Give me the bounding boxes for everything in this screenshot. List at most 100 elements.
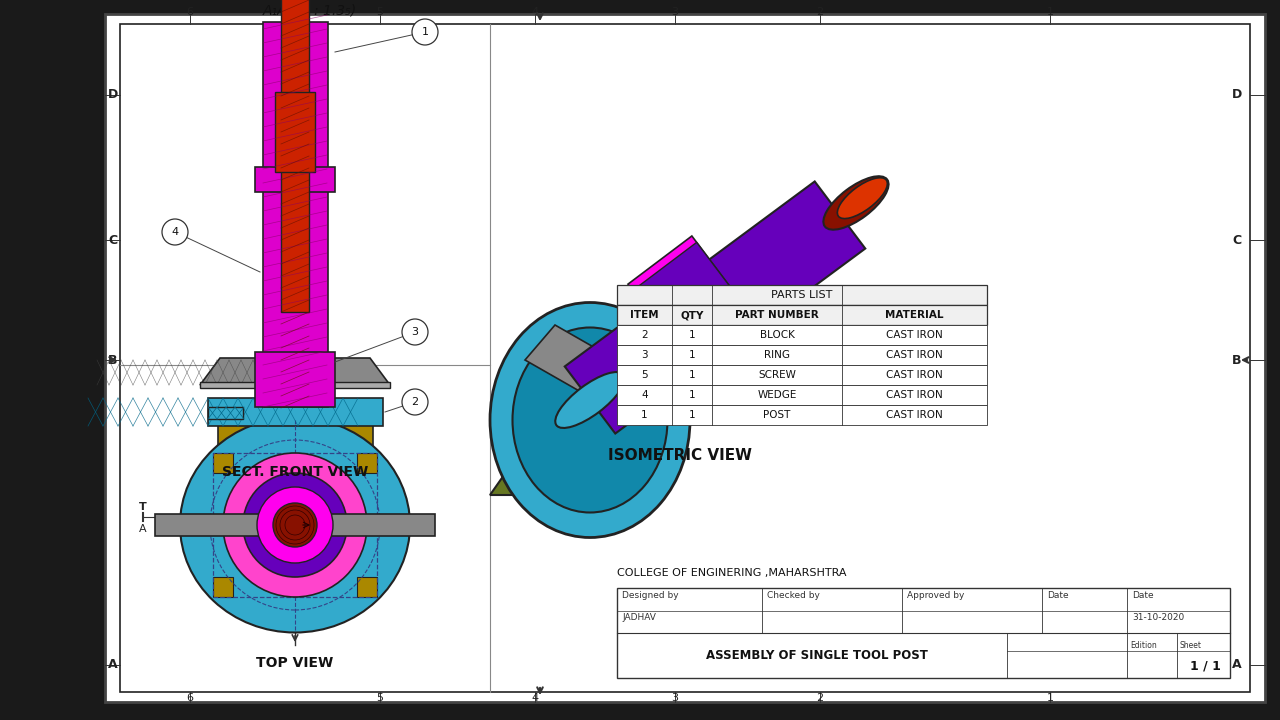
Bar: [617, 385, 987, 405]
Text: Checked by: Checked by: [767, 592, 820, 600]
Text: 3: 3: [672, 693, 678, 703]
Bar: [617, 285, 987, 305]
Text: 1: 1: [689, 410, 695, 420]
Circle shape: [273, 503, 317, 547]
Text: ITEM: ITEM: [630, 310, 659, 320]
Bar: [120, 24, 1251, 692]
Circle shape: [223, 453, 367, 597]
Bar: [262, 22, 328, 407]
Circle shape: [163, 219, 188, 245]
Text: CAST IRON: CAST IRON: [886, 390, 943, 400]
Text: 5: 5: [641, 370, 648, 380]
Text: 3: 3: [411, 327, 419, 337]
Text: 6: 6: [187, 7, 193, 17]
Bar: [357, 453, 378, 473]
Text: A: A: [1233, 659, 1242, 672]
Text: PARTS LIST: PARTS LIST: [772, 290, 833, 300]
Bar: [617, 345, 987, 365]
Text: 1: 1: [689, 370, 695, 380]
Text: WEDGE: WEDGE: [758, 390, 796, 400]
Text: 2: 2: [411, 397, 419, 407]
Bar: [617, 325, 987, 345]
Text: PART NUMBER: PART NUMBER: [735, 310, 819, 320]
Circle shape: [402, 389, 428, 415]
Polygon shape: [564, 181, 865, 433]
Bar: [218, 407, 372, 447]
Text: 1: 1: [689, 390, 695, 400]
Text: Date: Date: [1047, 592, 1069, 600]
Text: COLLEGE OF ENGINERING ,MAHARSHTRA: COLLEGE OF ENGINERING ,MAHARSHTRA: [617, 568, 846, 578]
Text: ISOMETRIC VIEW: ISOMETRIC VIEW: [608, 448, 753, 462]
Polygon shape: [200, 382, 390, 388]
Polygon shape: [207, 407, 243, 419]
Text: BLOCK: BLOCK: [759, 330, 795, 340]
Text: QTY: QTY: [680, 310, 704, 320]
Text: 6: 6: [187, 693, 193, 703]
Text: A: A: [109, 659, 118, 672]
Polygon shape: [490, 445, 611, 495]
Text: 2: 2: [817, 7, 823, 17]
Text: CAST IRON: CAST IRON: [886, 330, 943, 340]
Ellipse shape: [490, 302, 690, 538]
Text: 1: 1: [421, 27, 429, 37]
Text: T: T: [140, 502, 147, 512]
Text: ASSEMBLY OF SINGLE TOOL POST: ASSEMBLY OF SINGLE TOOL POST: [707, 649, 928, 662]
Bar: [255, 352, 335, 407]
Text: 1: 1: [689, 330, 695, 340]
Text: Approved by: Approved by: [908, 592, 964, 600]
Text: 2: 2: [817, 693, 823, 703]
Circle shape: [243, 473, 347, 577]
Polygon shape: [771, 310, 876, 385]
Bar: [282, 0, 308, 312]
Text: POST: POST: [763, 410, 791, 420]
Text: JADHAV: JADHAV: [622, 613, 655, 623]
Bar: [255, 167, 335, 192]
Ellipse shape: [823, 176, 888, 230]
Text: 2: 2: [641, 330, 648, 340]
Polygon shape: [628, 236, 753, 364]
Bar: [207, 398, 383, 426]
Bar: [212, 453, 233, 473]
Text: 1 / 1: 1 / 1: [1189, 660, 1220, 672]
Bar: [212, 577, 233, 597]
Bar: [617, 588, 1230, 678]
Ellipse shape: [556, 372, 625, 428]
Text: 1: 1: [689, 350, 695, 360]
Text: SCREW: SCREW: [758, 370, 796, 380]
Text: MATERIAL: MATERIAL: [886, 310, 943, 320]
Polygon shape: [200, 358, 390, 385]
Text: CAST IRON: CAST IRON: [886, 410, 943, 420]
Text: Edition: Edition: [1130, 642, 1157, 650]
Text: 3: 3: [672, 7, 678, 17]
Ellipse shape: [180, 418, 410, 632]
Text: Designed by: Designed by: [622, 592, 678, 600]
Text: 31-10-2020: 31-10-2020: [1132, 613, 1184, 623]
Text: 4: 4: [531, 693, 539, 703]
Bar: [275, 92, 315, 172]
Bar: [617, 365, 987, 385]
Text: 5: 5: [376, 7, 384, 17]
Polygon shape: [525, 325, 660, 420]
Text: B: B: [1233, 354, 1242, 366]
Text: RING: RING: [764, 350, 790, 360]
Ellipse shape: [837, 178, 887, 219]
Polygon shape: [525, 420, 611, 445]
Text: Date: Date: [1132, 592, 1153, 600]
Circle shape: [402, 319, 428, 345]
Text: 1: 1: [1047, 7, 1053, 17]
Text: 1: 1: [641, 410, 648, 420]
Text: C: C: [1233, 233, 1242, 246]
Text: D: D: [1231, 89, 1242, 102]
Text: SECT. FRONT VIEW: SECT. FRONT VIEW: [221, 465, 369, 479]
Text: B: B: [109, 354, 118, 366]
Text: 4: 4: [172, 227, 179, 237]
Bar: [617, 305, 987, 325]
Text: C: C: [109, 233, 118, 246]
Text: 5: 5: [376, 693, 384, 703]
Text: A: A: [140, 524, 147, 534]
Text: 4: 4: [641, 390, 648, 400]
Polygon shape: [632, 243, 748, 358]
Text: CAST IRON: CAST IRON: [886, 370, 943, 380]
Text: TOP VIEW: TOP VIEW: [256, 656, 334, 670]
Text: 3: 3: [641, 350, 648, 360]
